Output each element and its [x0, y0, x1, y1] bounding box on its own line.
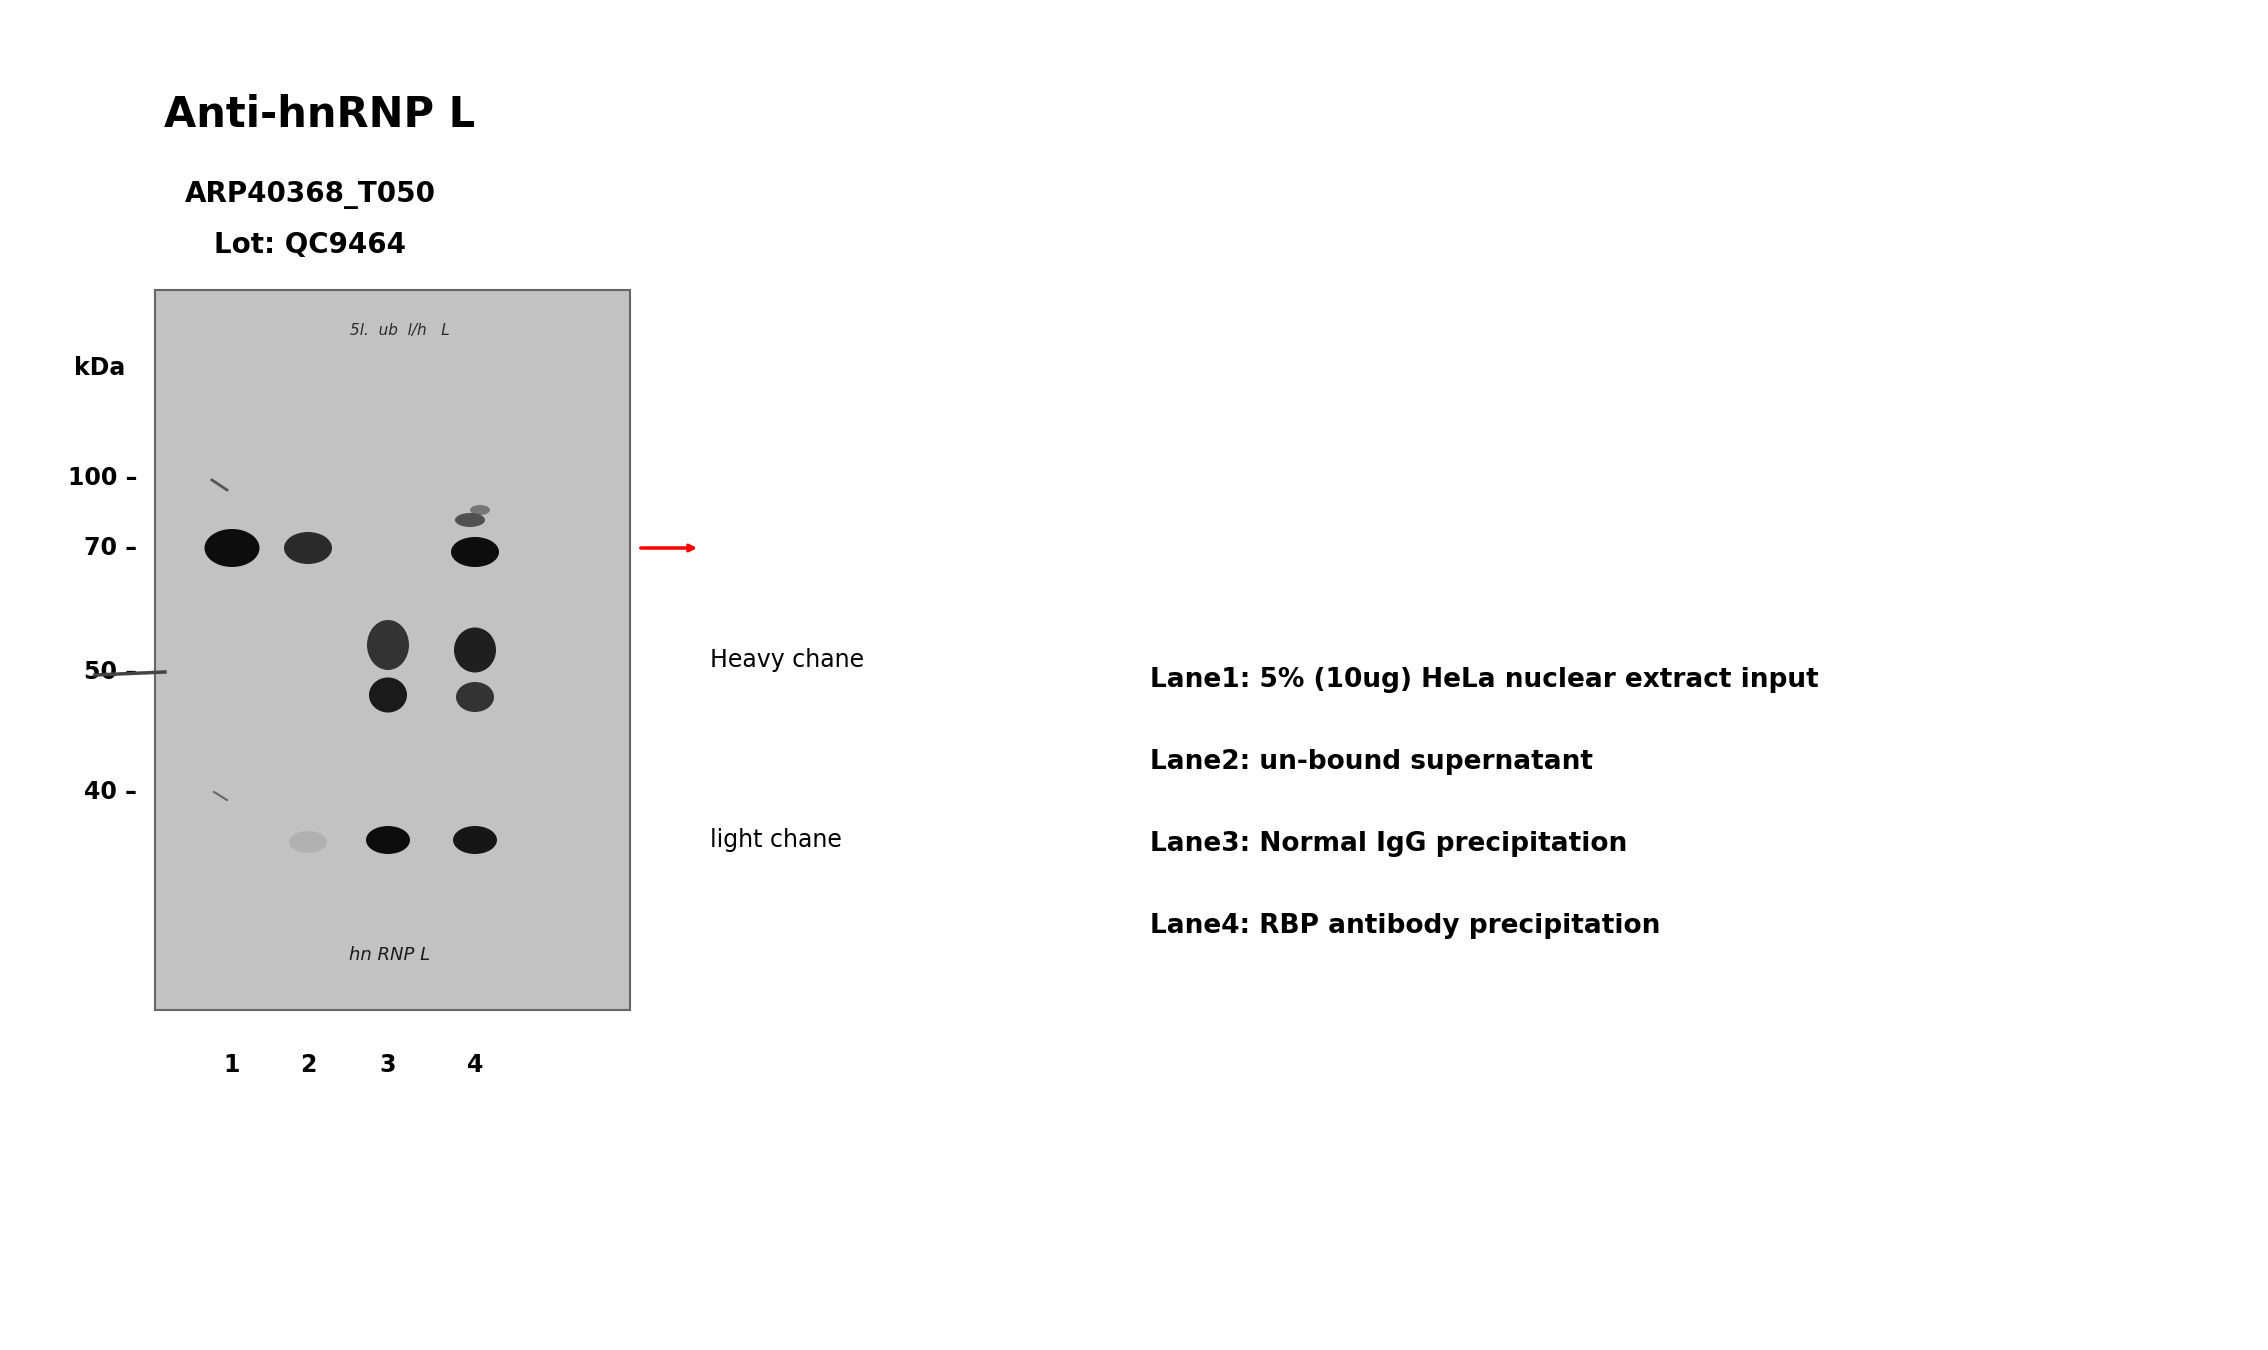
Text: Lot: QC9464: Lot: QC9464 [213, 231, 406, 259]
Ellipse shape [469, 505, 490, 514]
Text: Lane2: un-bound supernatant: Lane2: un-bound supernatant [1150, 749, 1592, 775]
Ellipse shape [451, 537, 499, 567]
Text: 50 –: 50 – [84, 660, 136, 684]
Ellipse shape [204, 529, 259, 567]
Text: 1: 1 [225, 1053, 240, 1077]
Text: ARP40368_T050: ARP40368_T050 [184, 181, 435, 209]
Ellipse shape [288, 832, 327, 853]
Text: Lane1: 5% (10ug) HeLa nuclear extract input: Lane1: 5% (10ug) HeLa nuclear extract in… [1150, 667, 1819, 693]
Text: 100 –: 100 – [68, 466, 136, 490]
Ellipse shape [454, 628, 497, 672]
Text: 70 –: 70 – [84, 536, 136, 560]
Text: light chane: light chane [710, 828, 841, 852]
Ellipse shape [284, 532, 331, 564]
Ellipse shape [454, 826, 497, 855]
Bar [154, 290, 631, 1010]
Ellipse shape [367, 620, 408, 670]
Text: 5l.  ub  l/h   L: 5l. ub l/h L [349, 323, 449, 338]
Ellipse shape [370, 678, 406, 713]
Text: 3: 3 [379, 1053, 397, 1077]
Text: 40 –: 40 – [84, 780, 136, 805]
Text: kDa: kDa [75, 356, 125, 379]
Text: hn RNP L: hn RNP L [349, 946, 431, 964]
Text: Lane3: Normal IgG precipitation: Lane3: Normal IgG precipitation [1150, 832, 1626, 857]
Text: 4: 4 [467, 1053, 483, 1077]
Ellipse shape [365, 826, 411, 855]
Text: Heavy chane: Heavy chane [710, 648, 864, 672]
Text: Anti-hnRNP L: Anti-hnRNP L [163, 95, 476, 136]
Ellipse shape [456, 682, 494, 711]
Text: 2: 2 [299, 1053, 315, 1077]
Ellipse shape [456, 513, 485, 526]
Text: Lane4: RBP antibody precipitation: Lane4: RBP antibody precipitation [1150, 913, 1660, 940]
